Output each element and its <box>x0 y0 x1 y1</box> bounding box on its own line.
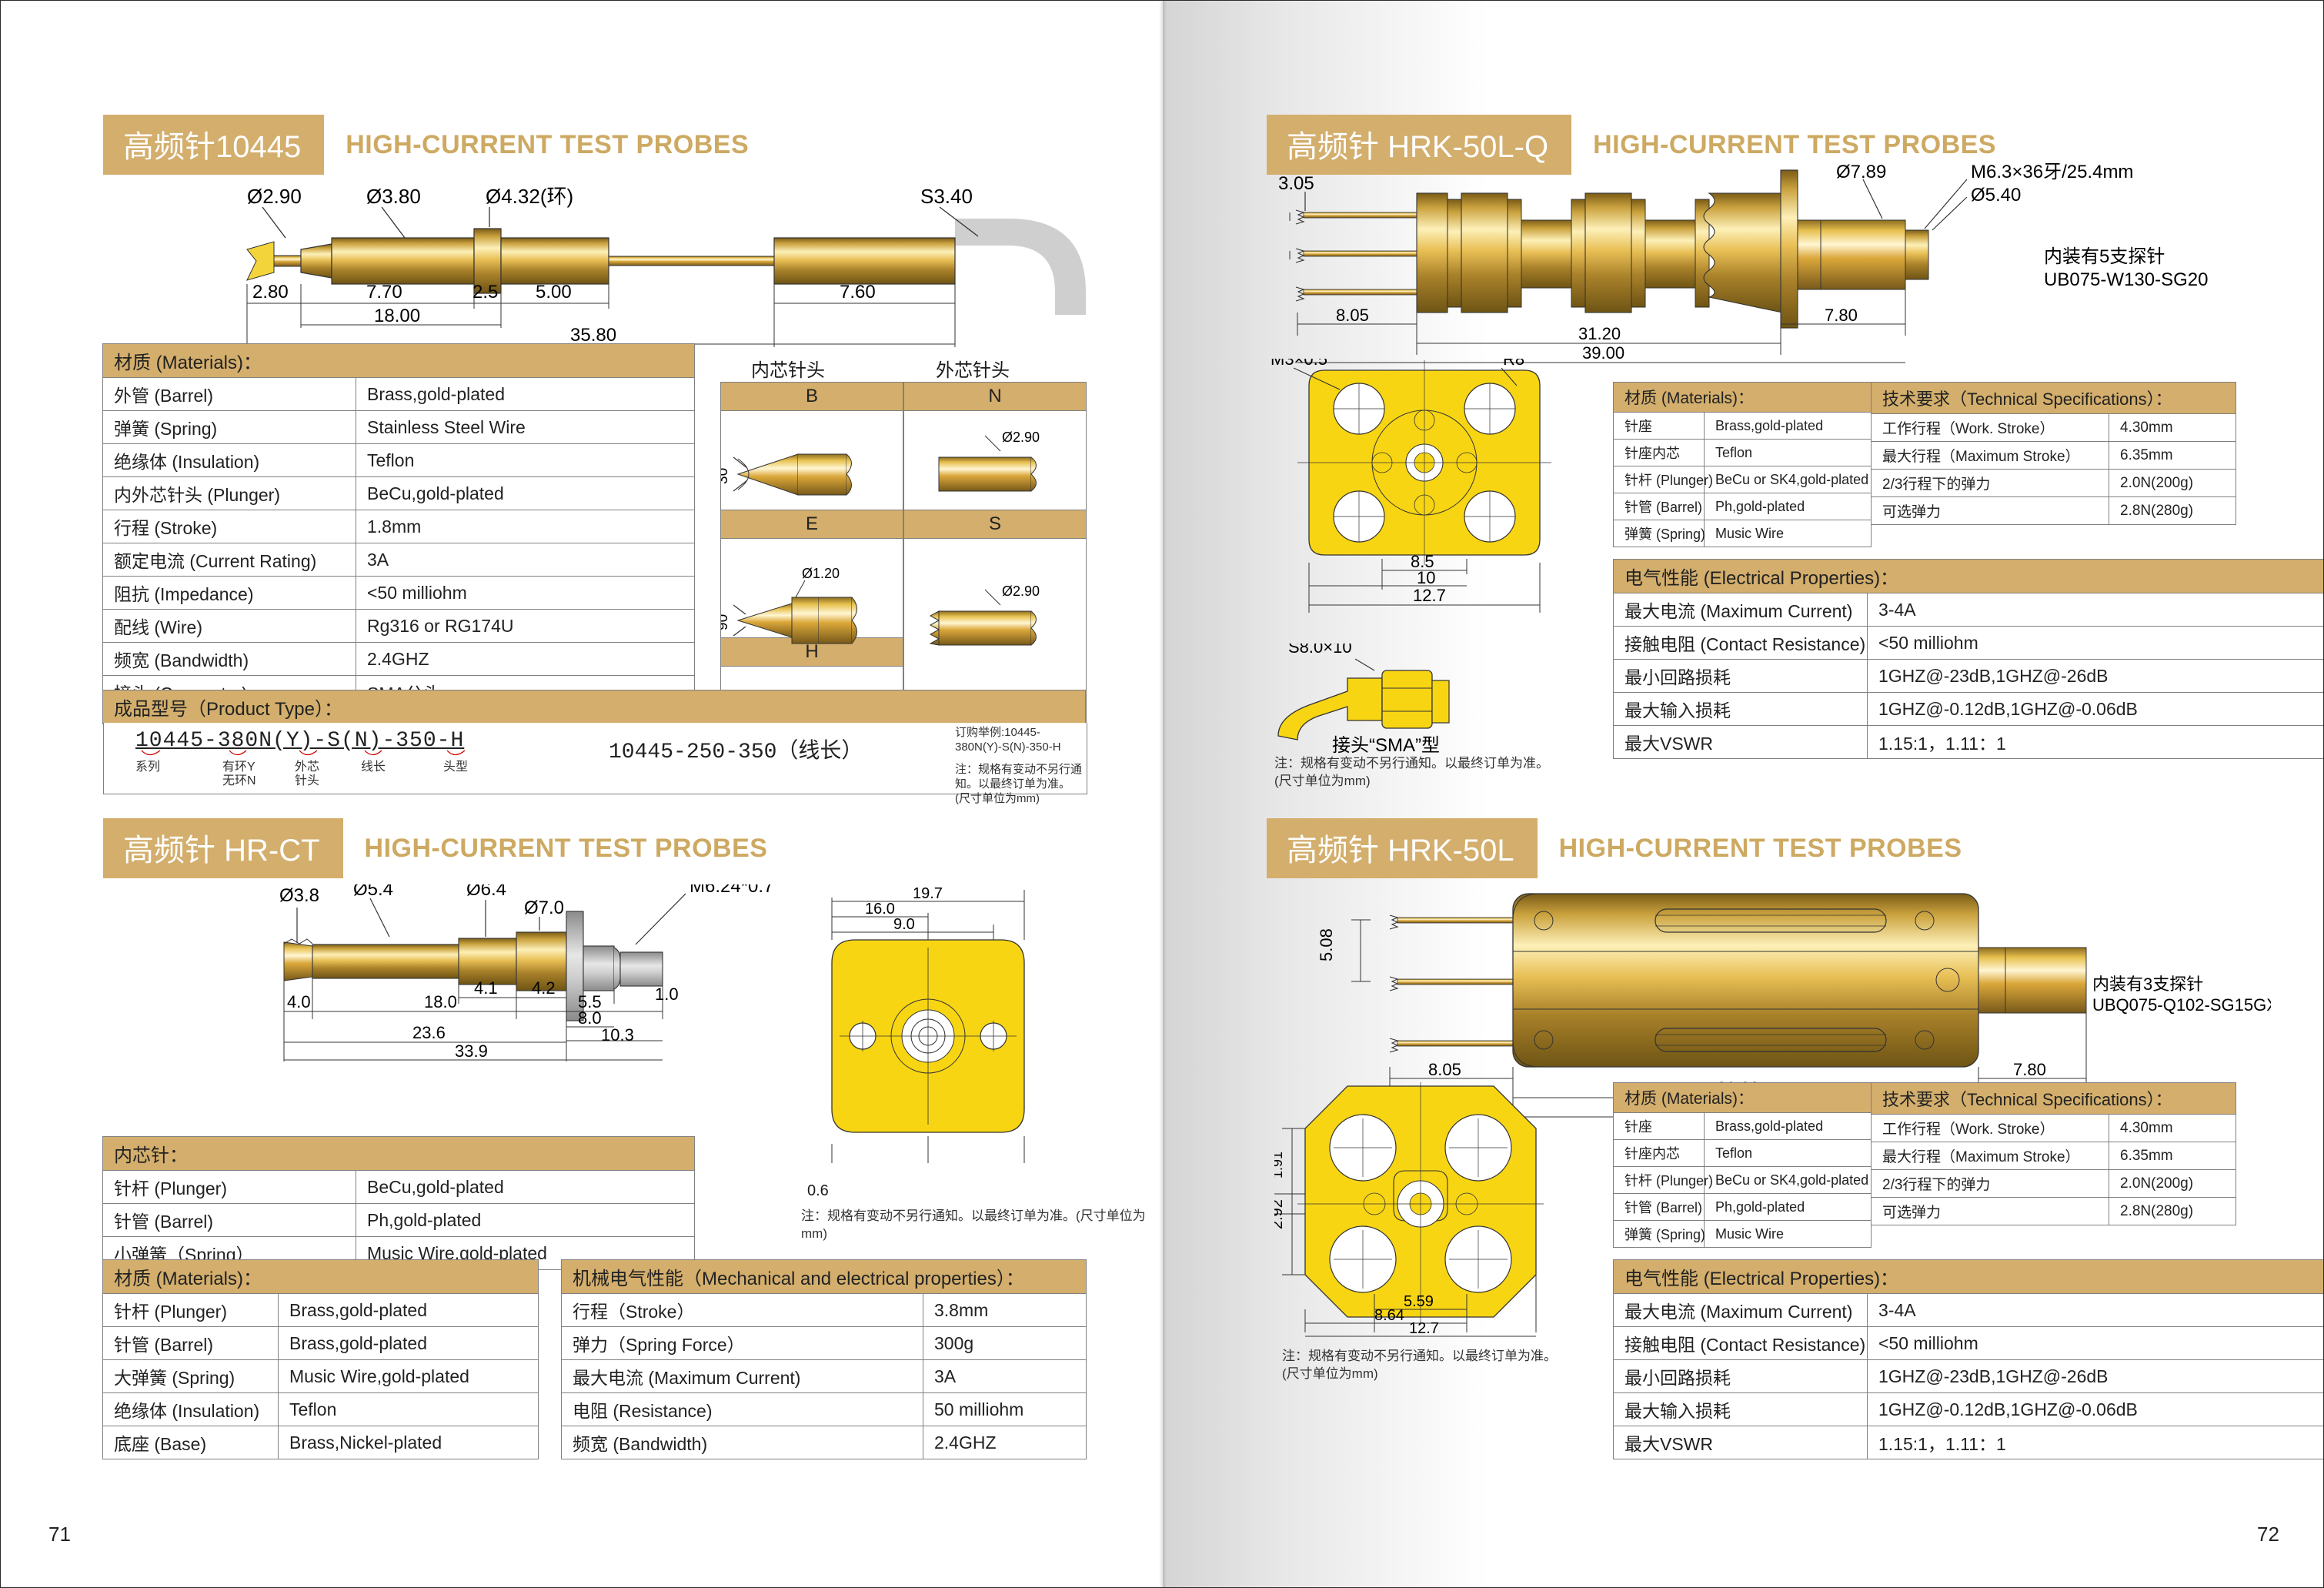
svg-text:5.00: 5.00 <box>536 282 572 303</box>
svg-text:Ø6.4: Ø6.4 <box>466 884 506 900</box>
svg-text:M3×0.5: M3×0.5 <box>1271 359 1327 369</box>
svg-text:5.59: 5.59 <box>1404 1293 1434 1310</box>
svg-text:7.80: 7.80 <box>2013 1060 2046 1079</box>
svg-text:3.05: 3.05 <box>1278 173 1314 194</box>
svg-text:UB075-W130-SG20: UB075-W130-SG20 <box>2044 269 2208 290</box>
svg-text:12.7: 12.7 <box>1413 586 1446 605</box>
svg-text:R8: R8 <box>1503 359 1524 369</box>
svg-text:Ø5.4: Ø5.4 <box>353 884 393 900</box>
svg-text:4.2: 4.2 <box>532 978 556 998</box>
svg-text:8.05: 8.05 <box>1336 306 1369 325</box>
svg-text:7.60: 7.60 <box>840 282 876 303</box>
svg-text:Ø2.90: Ø2.90 <box>247 185 302 208</box>
svg-text:内装有3支探针: 内装有3支探针 <box>2092 975 2203 994</box>
svg-text:线长: 线长 <box>361 760 386 774</box>
svg-text:2.92: 2.92 <box>1274 1199 1286 1229</box>
svg-text:Ø1.20: Ø1.20 <box>802 567 840 581</box>
svg-text:外芯: 外芯 <box>295 760 319 774</box>
svg-text:S8.0×10: S8.0×10 <box>1288 644 1352 657</box>
svg-text:针头: 针头 <box>295 774 319 787</box>
svg-text:4.0: 4.0 <box>287 992 311 1011</box>
svg-text:头型: 头型 <box>443 760 468 774</box>
svg-text:90°: 90° <box>721 608 731 630</box>
svg-text:系列: 系列 <box>135 760 160 774</box>
svg-text:M6.3×36牙/25.4mm: M6.3×36牙/25.4mm <box>1971 162 2133 182</box>
svg-text:2.80: 2.80 <box>252 282 289 303</box>
svg-text:M6.24*0.7: M6.24*0.7 <box>690 884 773 897</box>
svg-text:7.70: 7.70 <box>366 282 402 303</box>
svg-text:1.91: 1.91 <box>1274 1152 1285 1178</box>
svg-text:Ø5.40: Ø5.40 <box>1971 185 2021 206</box>
svg-text:内装有5支探针: 内装有5支探针 <box>2044 246 2165 267</box>
svg-text:2.5: 2.5 <box>472 282 498 303</box>
svg-text:30°: 30° <box>721 462 731 484</box>
svg-text:10: 10 <box>1417 568 1435 587</box>
svg-text:19.7: 19.7 <box>913 886 943 902</box>
svg-text:Ø7.0: Ø7.0 <box>524 898 564 918</box>
svg-text:接头“SMA”型: 接头“SMA”型 <box>1332 735 1440 756</box>
svg-text:9.0: 9.0 <box>893 916 915 933</box>
svg-text:8.64: 8.64 <box>1374 1307 1404 1324</box>
svg-text:8.05: 8.05 <box>1428 1060 1461 1079</box>
svg-text:7.80: 7.80 <box>1825 306 1858 325</box>
svg-text:10.3: 10.3 <box>601 1025 634 1045</box>
svg-text:4.1: 4.1 <box>474 978 498 998</box>
svg-text:UBQ075-Q102-SG15GX: UBQ075-Q102-SG15GX <box>2092 995 2271 1015</box>
svg-text:Ø2.90: Ø2.90 <box>1002 430 1040 445</box>
svg-text:23.6: 23.6 <box>412 1023 446 1042</box>
svg-text:无环N: 无环N <box>222 774 256 787</box>
svg-text:有环Y: 有环Y <box>222 760 255 774</box>
svg-text:Ø4.32(环): Ø4.32(环) <box>486 185 573 208</box>
svg-text:Ø3.8: Ø3.8 <box>279 885 319 906</box>
svg-text:16.0: 16.0 <box>865 901 895 918</box>
svg-text:8.0: 8.0 <box>578 1008 602 1028</box>
svg-text:Ø2.90: Ø2.90 <box>1002 583 1040 599</box>
svg-text:35.80: 35.80 <box>570 325 616 346</box>
svg-text:S3.40: S3.40 <box>920 185 973 208</box>
svg-text:18.00: 18.00 <box>374 306 420 326</box>
svg-text:1.0: 1.0 <box>655 985 679 1004</box>
svg-text:Ø7.89: Ø7.89 <box>1836 162 1886 182</box>
svg-text:Ø3.80: Ø3.80 <box>366 185 421 208</box>
svg-text:5.08: 5.08 <box>1317 928 1336 961</box>
svg-text:39.00: 39.00 <box>1582 343 1624 363</box>
svg-text:12.7: 12.7 <box>1409 1320 1439 1337</box>
svg-text:31.20: 31.20 <box>1578 324 1621 343</box>
svg-text:18.0: 18.0 <box>424 992 457 1011</box>
svg-text:33.9: 33.9 <box>455 1041 488 1061</box>
